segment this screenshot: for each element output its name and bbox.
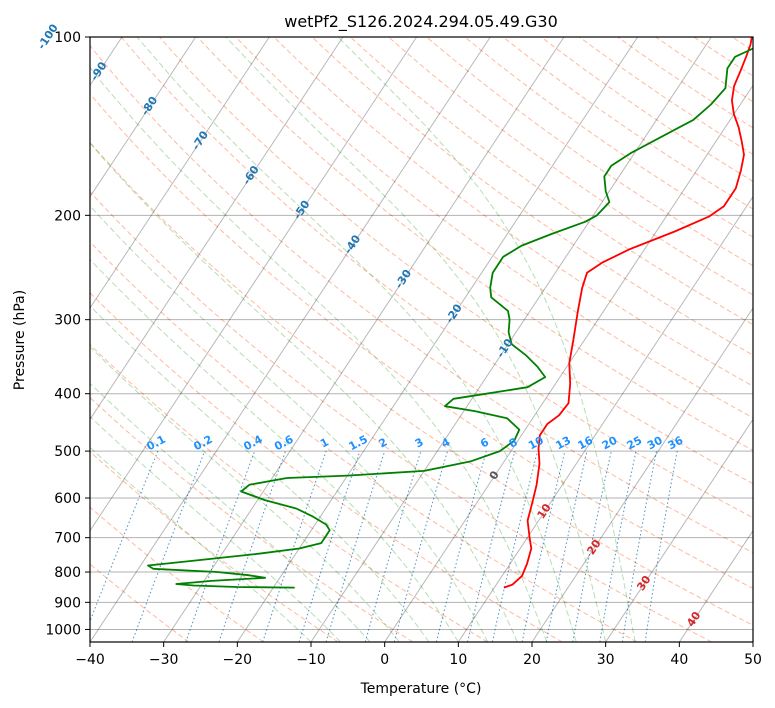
mixing-ratio-label: 16 [576,434,596,453]
y-axis-label: Pressure (hPa) [12,290,28,390]
isotherm-line [90,37,197,198]
y-tick-label: 400 [54,387,81,403]
mixing-ratio-label: 13 [553,434,573,453]
mixing-ratio-line [491,450,539,642]
mixing-ratio-line [521,450,566,642]
x-tick-label: −10 [296,652,326,668]
isotherm-line [90,37,344,421]
isotherm-line [531,307,753,642]
mixing-ratio-label: 10 [526,434,546,453]
chart-title: wetPf2_S126.2024.294.05.49.G30 [284,12,558,32]
dry-adiabat-line [159,37,753,485]
isotherm-line [163,37,565,642]
mixing-ratio-line [644,451,678,642]
mixing-ratio-label: 20 [600,434,620,453]
mixing-ratio-line [467,450,516,642]
dewpoint-line [147,47,753,589]
y-tick-label: 800 [54,565,81,581]
x-tick-label: −30 [149,652,179,668]
y-axis-ticks: 1000 900 800 700 600 500 400 300 200 100 [45,30,90,638]
mixing-ratio-label: 36 [666,434,686,453]
moist-adiabat-line [225,37,607,642]
moist-adiabat-line [90,305,430,642]
dry-adiabat-line [540,37,753,183]
dry-adiabat-line [90,93,753,589]
moist-adiabat-line [337,37,636,642]
x-tick-label: 30 [597,652,615,668]
x-tick-label: 20 [523,652,541,668]
dry-adiabat-line [197,37,753,451]
mixing-ratio-line [545,450,588,642]
isotherm-line [605,418,753,642]
mixing-ratio-line [298,450,361,642]
isotherm-line [384,84,753,642]
mixing-ratio-line [621,451,657,642]
mixing-ratio-line [393,450,448,642]
isotherm-line [236,37,639,642]
mixing-ratio-line [218,450,286,642]
background-lines [90,37,753,642]
x-tick-label: 40 [670,652,688,668]
dry-adiabat-line [90,291,563,642]
moist-adiabat-line [90,446,312,642]
x-tick-label: −40 [75,652,105,668]
dry-adiabat-line [120,37,753,519]
y-tick-label: 1000 [45,622,81,638]
mixing-ratio-line [435,450,487,642]
mixing-ratio-line [325,450,386,642]
plot-frame [89,36,754,643]
dry-adiabat-line [90,44,753,554]
y-tick-label: 900 [54,595,81,611]
mixing-ratio-line [364,450,422,642]
mixing-ratio-line [572,450,612,642]
moist-adiabat-line [90,205,489,642]
y-tick-label: 200 [54,208,81,224]
dry-adiabat-line [273,37,753,387]
dry-adiabat-line [90,241,638,642]
dry-adiabat-line [426,37,753,267]
isotherm-line [90,37,270,309]
x-tick-label: 0 [380,652,389,668]
x-tick-label: 50 [744,652,762,668]
dry-adiabat-line [502,37,753,210]
dry-adiabat-line [349,37,753,326]
mixing-ratio-label: 25 [625,434,645,453]
dry-adiabat-line [90,343,488,642]
x-axis-ticks: −40 −30 −20 −10 0 10 20 30 40 50 [75,642,762,668]
moist-adiabat-line [90,346,400,642]
mixing-ratio-line [185,450,256,642]
dry-adiabat-line [90,396,414,642]
x-tick-label: −20 [223,652,253,668]
mixing-ratio-line [262,450,327,642]
moist-adiabat-line [90,382,371,642]
moist-adiabat-line [90,142,518,642]
isotherm-line [457,195,753,642]
mixing-ratio-label: 30 [645,434,665,453]
y-tick-label: 700 [54,531,81,547]
isotherm-line [90,37,418,532]
isobar-gridlines [90,37,753,630]
y-tick-label: 300 [54,313,81,329]
temperature-line [503,37,753,589]
moist-adiabat-line [90,66,548,642]
profile-lines [147,37,753,589]
x-tick-label: 10 [449,652,467,668]
moist-adiabat-line [90,258,459,642]
moist-adiabat-line [136,37,577,642]
mixing-ratio-line [599,450,637,642]
isotherm-line [90,37,491,642]
isotherm-line [678,529,753,642]
y-tick-label: 100 [54,30,81,46]
x-axis-label: Temperature (°C) [360,681,482,697]
y-tick-label: 600 [54,491,81,507]
y-tick-label: 500 [54,444,81,460]
